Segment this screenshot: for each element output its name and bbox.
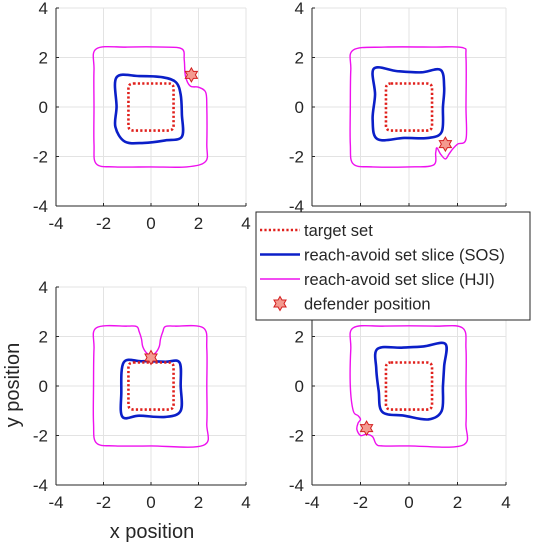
- x-tick-label: -2: [96, 493, 111, 512]
- legend-label: reach-avoid set slice (SOS): [304, 247, 505, 265]
- x-tick-label: -4: [304, 493, 319, 512]
- series-sos: [119, 358, 184, 420]
- legend: target set reach-avoid set slice (SOS) rea…: [255, 211, 531, 321]
- legend-entry: target set: [260, 222, 373, 240]
- y-tick-label: 2: [295, 328, 304, 347]
- y-tick-label: 0: [295, 98, 304, 117]
- y-tick-label: 0: [295, 377, 304, 396]
- x-tick-label: 0: [404, 493, 413, 512]
- y-tick-label: -4: [289, 476, 304, 495]
- series-target: [127, 361, 175, 411]
- x-tick-label: 0: [146, 214, 155, 233]
- x-axis-label: x position: [110, 521, 195, 543]
- y-tick-label: -2: [33, 148, 48, 167]
- defender-marker: [438, 136, 453, 153]
- series-target: [127, 82, 175, 132]
- legend-marker: [273, 295, 287, 312]
- x-tick-label: 0: [146, 493, 155, 512]
- legend-label: target set: [304, 222, 373, 240]
- x-tick-label: 2: [194, 214, 203, 233]
- y-tick-label: -4: [33, 197, 48, 216]
- x-tick-label: -2: [353, 493, 368, 512]
- y-tick-label: 2: [39, 328, 48, 347]
- x-tick-label: 2: [453, 493, 462, 512]
- x-tick-label: 2: [194, 493, 203, 512]
- defender-marker: [184, 66, 199, 83]
- x-tick-label: -4: [48, 493, 63, 512]
- y-tick-label: 4: [39, 0, 48, 18]
- legend-entry: reach-avoid set slice (HJI): [260, 271, 495, 289]
- subplot-bottom-left: -4 -2 0 2 4 -4 -2 0 2 4: [33, 278, 251, 512]
- series-target: [384, 361, 434, 411]
- series-hji: [349, 324, 469, 448]
- y-tick-label: 2: [39, 49, 48, 68]
- y-tick-label: -2: [289, 427, 304, 446]
- x-tick-label: -4: [48, 214, 63, 233]
- x-tick-label: 4: [241, 493, 250, 512]
- legend-label: defender position: [304, 296, 431, 314]
- y-tick-label: 0: [39, 377, 48, 396]
- legend-entry: defender position: [273, 295, 431, 314]
- y-axis-label: y position: [2, 343, 24, 428]
- defender-marker: [144, 349, 158, 366]
- y-tick-label: 4: [39, 278, 48, 297]
- series-sos: [113, 73, 185, 145]
- series-hji: [92, 324, 210, 448]
- series-hji: [92, 45, 209, 168]
- subplot-top-left: -4 -2 0 2 4 -4 -2 0 2 4: [33, 0, 251, 233]
- y-tick-label: -2: [289, 148, 304, 167]
- x-tick-label: 4: [501, 493, 510, 512]
- y-tick-label: -4: [33, 476, 48, 495]
- defender-marker: [359, 420, 374, 437]
- y-tick-label: 0: [39, 98, 48, 117]
- y-tick-label: -2: [33, 427, 48, 446]
- legend-entry: reach-avoid set slice (SOS): [260, 247, 505, 265]
- series-target: [384, 82, 434, 132]
- x-tick-label: -2: [96, 214, 111, 233]
- y-tick-label: 4: [295, 0, 304, 18]
- subplot-top-right: -4 -2 0 2 4: [289, 0, 507, 216]
- legend-label: reach-avoid set slice (HJI): [304, 271, 495, 289]
- legend-box: [255, 211, 531, 321]
- series-hji: [349, 46, 468, 168]
- series-sos: [373, 341, 448, 421]
- y-tick-label: 2: [295, 49, 304, 68]
- x-tick-label: 4: [241, 214, 250, 233]
- y-tick-label: -4: [289, 197, 304, 216]
- series-sos: [371, 65, 446, 142]
